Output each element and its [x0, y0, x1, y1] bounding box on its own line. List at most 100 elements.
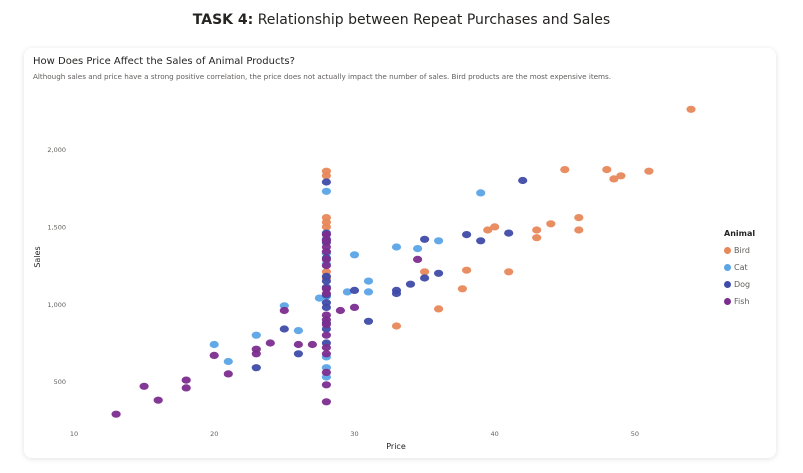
data-point-dog — [321, 277, 331, 285]
data-point-cat — [391, 243, 402, 251]
data-point-fish — [321, 368, 331, 376]
data-point-bird — [532, 226, 542, 234]
data-point-cat — [342, 288, 352, 296]
data-point-bird — [321, 172, 331, 180]
data-point-dog — [504, 229, 514, 237]
data-point-bird — [391, 322, 402, 330]
page-heading: TASK 4: Relationship between Repeat Purc… — [0, 12, 803, 28]
y-axis-label: Sales — [33, 246, 42, 267]
data-point-cat — [223, 357, 233, 366]
data-point-fish — [321, 237, 331, 245]
y-tick-label: 1,000 — [47, 301, 66, 309]
data-point-dog — [321, 178, 331, 186]
data-point-bird — [504, 268, 514, 276]
data-point-fish — [293, 340, 303, 349]
data-point-bird — [546, 220, 556, 228]
data-point-dog — [434, 269, 444, 277]
y-tick-label: 1,500 — [47, 223, 66, 231]
chart-card — [24, 48, 776, 458]
data-point-bird — [644, 167, 654, 175]
x-tick-label: 50 — [631, 430, 639, 438]
data-point-bird — [616, 172, 626, 180]
data-point-bird — [560, 166, 570, 174]
legend-swatch — [724, 264, 731, 271]
data-point-bird — [490, 223, 500, 231]
page-heading-text: Relationship between Repeat Purchases an… — [257, 12, 611, 28]
data-point-bird — [420, 268, 430, 276]
data-point-cat — [363, 288, 374, 296]
data-point-cat — [349, 251, 360, 259]
data-point-dog — [279, 325, 289, 333]
legend-item-bird[interactable]: Bird — [724, 242, 755, 259]
data-point-fish — [321, 350, 331, 358]
data-point-dog — [405, 280, 416, 288]
data-point-bird — [574, 214, 584, 222]
data-point-cat — [321, 187, 331, 195]
legend-item-cat[interactable]: Cat — [724, 259, 755, 276]
data-point-fish — [307, 340, 317, 349]
data-point-bird — [483, 226, 493, 234]
data-point-bird — [532, 234, 542, 242]
data-point-fish — [321, 231, 331, 239]
data-point-bird — [457, 285, 467, 293]
data-point-bird — [609, 175, 619, 183]
data-point-cat — [413, 245, 423, 253]
data-point-fish — [279, 306, 289, 315]
data-point-fish — [251, 345, 261, 353]
data-point-fish — [335, 306, 345, 315]
data-point-dog — [462, 231, 472, 239]
legend-item-dog[interactable]: Dog — [724, 276, 755, 293]
data-point-dog — [391, 289, 402, 298]
legend-label: Bird — [734, 246, 750, 255]
data-point-bird — [686, 105, 696, 113]
data-point-dog — [420, 235, 430, 243]
data-point-cat — [434, 237, 444, 245]
data-point-dog — [293, 350, 303, 358]
chart-legend[interactable]: Animal Bird Cat Dog Fish — [724, 229, 755, 310]
data-point-dog — [251, 364, 261, 372]
data-point-fish — [111, 410, 121, 418]
data-point-fish — [181, 376, 191, 384]
data-point-fish — [321, 320, 331, 328]
data-point-cat — [293, 327, 303, 335]
data-point-fish — [139, 382, 149, 390]
legend-swatch — [724, 281, 731, 288]
x-tick-label: 30 — [350, 430, 358, 438]
data-point-dog — [349, 286, 360, 294]
chart-subtitle: Although sales and price have a strong p… — [33, 72, 612, 81]
data-point-fish — [223, 370, 233, 378]
data-point-fish — [413, 255, 423, 263]
legend-title: Animal — [724, 229, 756, 238]
data-point-fish — [209, 351, 219, 359]
data-point-cat — [251, 331, 261, 339]
y-tick-label: 2,000 — [47, 146, 66, 154]
x-tick-label: 40 — [491, 430, 499, 438]
data-point-fish — [321, 331, 331, 339]
x-tick-label: 10 — [70, 430, 78, 438]
data-point-bird — [434, 305, 444, 313]
x-axis-label: Price — [386, 442, 406, 451]
data-point-fish — [321, 381, 331, 389]
data-point-fish — [321, 398, 331, 406]
data-point-cat — [363, 277, 374, 285]
data-point-bird — [462, 266, 472, 274]
data-point-cat — [209, 340, 219, 349]
legend-label: Fish — [734, 297, 750, 306]
data-point-bird — [321, 223, 331, 231]
data-point-fish — [153, 396, 163, 404]
data-point-fish — [265, 339, 275, 347]
legend-swatch — [724, 298, 731, 305]
x-tick-label: 20 — [210, 430, 218, 438]
data-point-cat — [476, 189, 486, 197]
page-heading-bold: TASK 4: — [192, 12, 254, 28]
legend-item-fish[interactable]: Fish — [724, 293, 755, 310]
data-point-cat — [314, 294, 324, 302]
data-point-fish — [349, 303, 360, 311]
data-point-bird — [574, 226, 584, 234]
data-point-fish — [181, 384, 191, 392]
legend-swatch — [724, 247, 731, 254]
data-point-dog — [363, 317, 374, 325]
data-point-dog — [518, 176, 528, 185]
legend-items: Bird Cat Dog Fish — [724, 242, 755, 310]
